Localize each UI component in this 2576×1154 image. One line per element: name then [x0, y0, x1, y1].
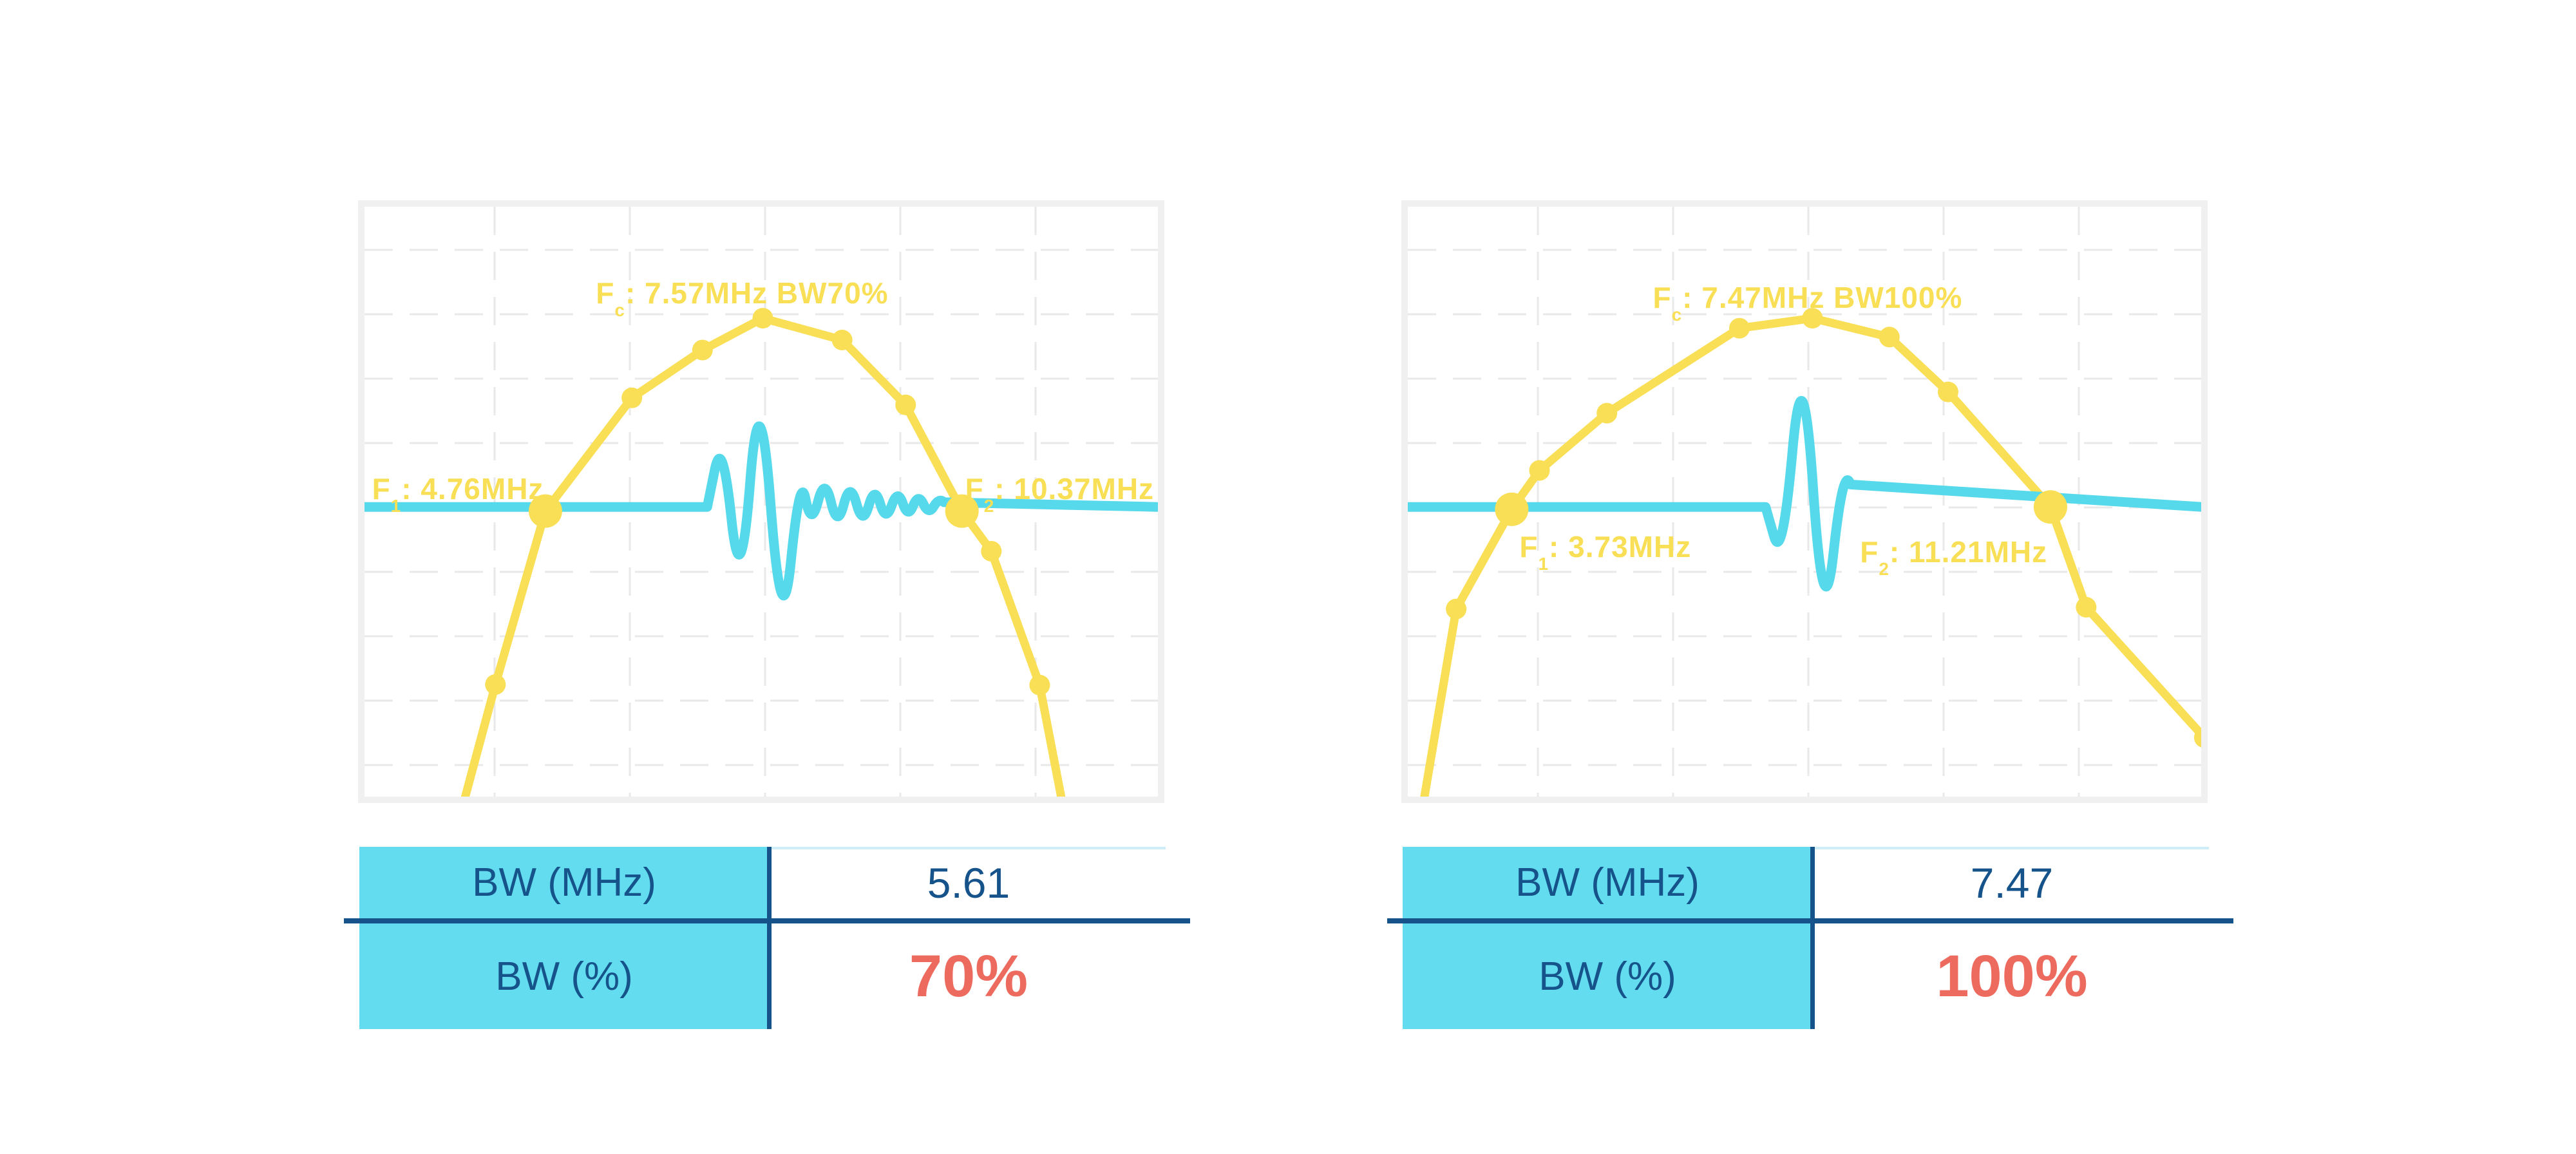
table-row-divider: [1387, 918, 2233, 923]
f2-annotation-right: F2: 11.21MHz: [1860, 534, 2048, 578]
f1-label-prefix: F: [372, 471, 391, 506]
bw-mhz-value: 5.61: [927, 858, 1010, 907]
f2-label-prefix: F: [1860, 534, 1879, 569]
spectrum-chart-left: Fc: 7.57MHz BW70% F1: 4.76MHz F2: 10.37M…: [358, 200, 1164, 803]
f1-label-sub: 1: [1538, 553, 1549, 574]
bw-mhz-value: 7.47: [1970, 858, 2054, 907]
bw-mhz-label: BW (MHz): [1515, 860, 1700, 905]
bw-table-right: BW (MHz) 7.47 BW (%) 100%: [1387, 847, 2233, 1029]
f2-label-rest: : 10.37MHz: [994, 471, 1155, 506]
fc-label-sub: c: [1671, 305, 1683, 325]
f2-label-sub: 2: [983, 496, 995, 516]
f1-label-prefix: F: [1519, 529, 1539, 563]
table-column-divider: [1810, 847, 1815, 1029]
fc-label-prefix: F: [596, 276, 615, 310]
f1-label-rest: : 4.76MHz: [401, 471, 544, 506]
fc-annotation-left: Fc: 7.57MHz BW70%: [596, 276, 889, 319]
fc-label-prefix: F: [1653, 281, 1672, 315]
fc-label-rest: : 7.57MHz BW70%: [625, 276, 889, 310]
bw-pct-value: 70%: [909, 943, 1028, 1009]
f1-label-rest: : 3.73MHz: [1549, 529, 1692, 563]
table-header-column: [1403, 847, 1812, 1029]
bw-pct-value: 100%: [1936, 943, 2088, 1009]
f1-annotation-left: F1: 4.76MHz: [372, 471, 544, 515]
table-top-border: [769, 847, 1166, 849]
spectrum-chart-right-svg: [1408, 207, 2201, 797]
table-header-column: [359, 847, 769, 1029]
bw-pct-label: BW (%): [495, 954, 633, 999]
fc-annotation-right: Fc: 7.47MHz BW100%: [1653, 280, 1963, 324]
f2-label-rest: : 11.21MHz: [1889, 534, 2048, 569]
fc-label-rest: : 7.47MHz BW100%: [1682, 281, 1963, 315]
f2-annotation-left: F2: 10.37MHz: [965, 471, 1155, 515]
f2-label-prefix: F: [965, 471, 984, 506]
bw-table-left: BW (MHz) 5.61 BW (%) 70%: [344, 847, 1190, 1029]
table-row-divider: [344, 918, 1190, 923]
f1-annotation-right: F1: 3.73MHz: [1519, 529, 1692, 573]
f1-label-sub: 1: [390, 496, 402, 516]
bw-pct-label: BW (%): [1539, 954, 1676, 999]
spectrum-chart-left-svg: [365, 207, 1158, 797]
fc-label-sub: c: [614, 299, 625, 320]
bw-mhz-label: BW (MHz): [472, 860, 656, 905]
table-top-border: [1812, 847, 2209, 849]
spectrum-chart-right: Fc: 7.47MHz BW100% F1: 3.73MHz F2: 11.21…: [1401, 200, 2208, 803]
table-column-divider: [767, 847, 772, 1029]
f2-label-sub: 2: [1879, 559, 1889, 580]
